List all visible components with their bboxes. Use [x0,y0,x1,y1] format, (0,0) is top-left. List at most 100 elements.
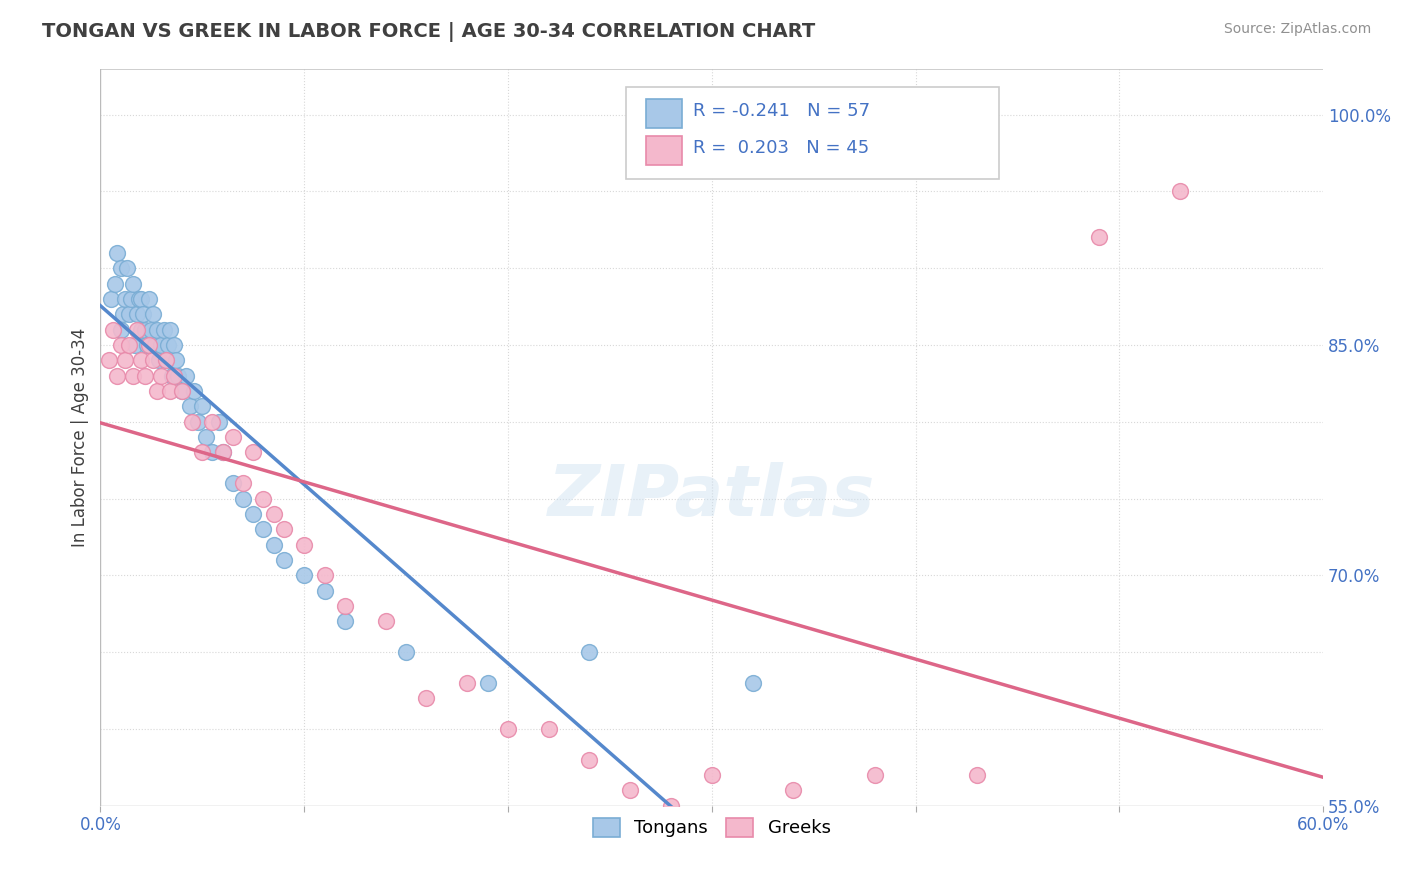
Point [132,307,155,321]
Point [142,353,165,368]
Point [163,368,186,383]
Point [395,645,418,659]
Point [125,307,148,321]
Point [129,323,152,337]
Point [496,722,519,736]
Point [292,538,315,552]
Point [659,798,682,813]
Point [252,491,274,506]
Point [118,307,141,321]
Point [138,292,160,306]
Point [156,338,179,352]
Point [263,507,285,521]
FancyBboxPatch shape [645,99,682,128]
Point [201,445,224,459]
Point [104,277,127,291]
Point [124,338,146,352]
Point [191,445,214,459]
Text: Source: ZipAtlas.com: Source: ZipAtlas.com [1223,22,1371,37]
Point [142,307,165,321]
Point [700,768,723,782]
Point [183,384,205,398]
Point [155,353,177,368]
Point [105,368,128,383]
Point [181,415,204,429]
Point [314,568,336,582]
Point [111,307,134,321]
Point [146,323,169,337]
FancyBboxPatch shape [645,136,682,165]
Point [619,783,641,797]
Point [105,245,128,260]
Point [456,676,478,690]
Point [578,753,600,767]
Point [100,292,122,306]
Point [152,323,174,337]
Point [252,522,274,536]
Point [160,368,183,383]
Point [138,338,160,352]
Point [1170,185,1192,199]
Point [477,676,499,690]
Y-axis label: In Labor Force | Age 30-34: In Labor Force | Age 30-34 [72,327,89,547]
Point [314,583,336,598]
Point [333,615,356,629]
Text: TONGAN VS GREEK IN LABOR FORCE | AGE 30-34 CORRELATION CHART: TONGAN VS GREEK IN LABOR FORCE | AGE 30-… [42,22,815,42]
Point [782,783,804,797]
FancyBboxPatch shape [626,87,1000,179]
Point [179,400,201,414]
Point [863,768,886,782]
Point [129,353,152,368]
Point [537,722,560,736]
Text: R =  0.203   N = 45: R = 0.203 N = 45 [693,139,870,157]
Point [134,368,156,383]
Point [110,261,132,276]
Point [741,676,763,690]
Point [150,368,173,383]
Point [273,553,295,567]
Point [125,323,148,337]
Point [136,338,159,352]
Point [155,353,177,368]
Text: ZIPatlas: ZIPatlas [548,461,876,531]
Point [165,353,187,368]
Point [128,292,150,306]
Point [187,415,209,429]
Point [150,338,173,352]
Point [110,323,132,337]
Point [191,400,214,414]
Point [148,353,170,368]
Point [134,323,156,337]
Point [374,615,396,629]
Point [159,323,181,337]
Point [114,353,136,368]
Point [242,507,264,521]
Point [232,476,254,491]
Point [201,415,224,429]
Point [170,384,193,398]
Point [114,292,136,306]
Point [101,323,124,337]
Legend: Tongans, Greeks: Tongans, Greeks [585,811,838,845]
Point [207,415,229,429]
Point [333,599,356,613]
Point [195,430,218,444]
Point [122,368,145,383]
Point [263,538,285,552]
Point [966,768,988,782]
Point [211,445,233,459]
Point [118,338,141,352]
Point [211,445,233,459]
Point [174,368,197,383]
Point [97,353,120,368]
Point [166,368,188,383]
Point [170,384,193,398]
Point [141,323,163,337]
Point [122,277,145,291]
Point [110,338,132,352]
Point [415,691,437,706]
Point [145,338,167,352]
Point [292,568,315,582]
Point [159,384,181,398]
Point [163,338,186,352]
